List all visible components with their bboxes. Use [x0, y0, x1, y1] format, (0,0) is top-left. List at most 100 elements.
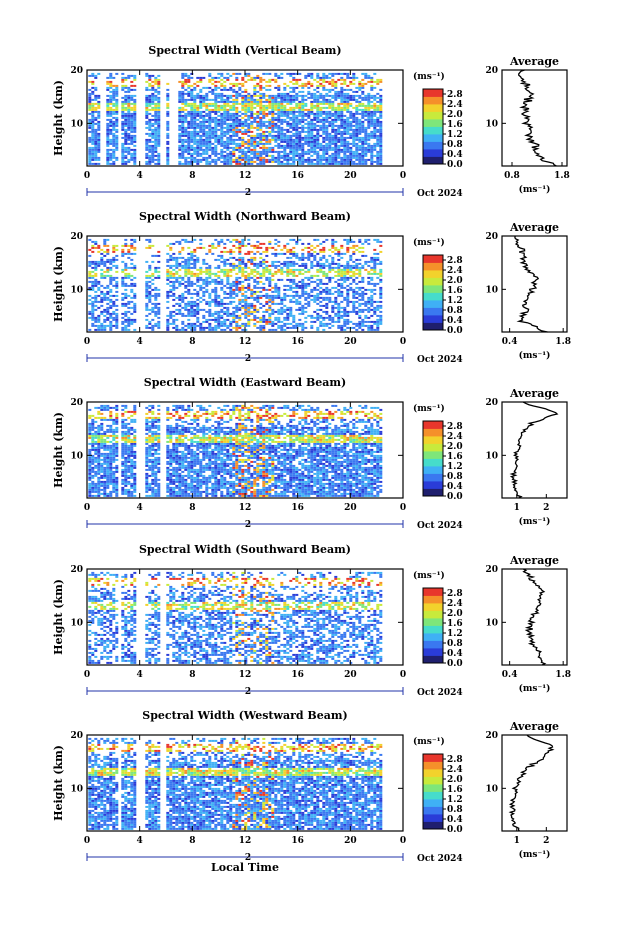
heatmap-cell: [157, 142, 161, 145]
heatmap-cell: [88, 92, 92, 95]
heatmap-cell: [154, 298, 158, 301]
heatmap-cell: [145, 98, 149, 101]
heatmap-cell: [316, 110, 320, 113]
heatmap-cell: [235, 112, 239, 115]
heatmap-cell: [328, 142, 332, 145]
heatmap-cell: [301, 268, 305, 271]
heatmap-cell: [175, 280, 179, 283]
heatmap-cell: [238, 290, 242, 293]
heatmap-cell: [376, 160, 380, 163]
heatmap-cell: [286, 116, 290, 119]
heatmap-cell: [166, 274, 170, 277]
heatmap-cell: [88, 158, 92, 161]
heatmap-cell: [157, 316, 161, 319]
heatmap-cell: [361, 148, 365, 151]
heatmap-cell: [184, 160, 188, 163]
heatmap-cell: [88, 130, 92, 133]
heatmap-cell: [376, 92, 380, 95]
heatmap-cell: [355, 290, 359, 293]
heatmap-cell: [112, 132, 116, 135]
heatmap-cell: [349, 286, 353, 289]
heatmap-cell: [109, 154, 113, 157]
heatmap-cell: [256, 102, 260, 105]
heatmap-cell: [121, 296, 125, 299]
heatmap-cell: [295, 154, 299, 157]
heatmap-cell: [91, 120, 95, 123]
heatmap-cell: [355, 104, 359, 107]
heatmap-cell: [235, 102, 239, 105]
heatmap-cell: [106, 324, 110, 327]
heatmap-cell: [361, 156, 365, 159]
heatmap-cell: [106, 266, 110, 269]
heatmap-cell: [190, 160, 194, 163]
heatmap-cell: [253, 86, 257, 89]
heatmap-cell: [283, 104, 287, 107]
heatmap-cell: [166, 154, 170, 157]
heatmap-cell: [334, 146, 338, 149]
heatmap-cell: [154, 102, 158, 105]
heatmap-cell: [229, 124, 233, 127]
heatmap-cell: [346, 294, 350, 297]
heatmap-cell: [184, 78, 188, 81]
heatmap-cell: [253, 324, 257, 327]
heatmap-cell: [271, 278, 275, 281]
heatmap-cell: [361, 116, 365, 119]
heatmap-cell: [193, 272, 197, 275]
heatmap-cell: [148, 244, 152, 247]
heatmap-cell: [322, 246, 326, 249]
heatmap-cell: [220, 134, 224, 137]
heatmap-cell: [298, 270, 302, 273]
heatmap-cell: [229, 292, 233, 295]
heatmap-cell: [316, 144, 320, 147]
heatmap-cell: [274, 252, 278, 255]
heatmap-cell: [154, 306, 158, 309]
heatmap-cell: [199, 300, 203, 303]
heatmap-cell: [334, 90, 338, 93]
heatmap-cell: [226, 114, 230, 117]
heatmap-cell: [217, 76, 221, 79]
heatmap-cell: [319, 322, 323, 325]
heatmap-cell: [193, 264, 197, 267]
heatmap-cell: [256, 156, 260, 159]
heatmap-cell: [214, 304, 218, 307]
heatmap-cell: [337, 258, 341, 261]
heatmap-cell: [205, 152, 209, 155]
heatmap-cell: [157, 96, 161, 99]
heatmap-cell: [346, 270, 350, 273]
heatmap-cell: [235, 94, 239, 97]
heatmap-cell: [361, 140, 365, 143]
heatmap-cell: [235, 238, 239, 241]
heatmap-cell: [151, 308, 155, 311]
heatmap-cell: [247, 130, 251, 133]
heatmap-cell: [121, 252, 125, 255]
heatmap-cell: [361, 292, 365, 295]
heatmap-cell: [223, 324, 227, 327]
heatmap-cell: [298, 102, 302, 105]
heatmap-cell: [241, 280, 245, 283]
heatmap-cell: [109, 290, 113, 293]
heatmap-cell: [247, 110, 251, 113]
heatmap-cell: [304, 266, 308, 269]
heatmap-cell: [259, 150, 263, 153]
heatmap-cell: [286, 314, 290, 317]
heatmap-cell: [370, 94, 374, 97]
heatmap-cell: [358, 128, 362, 131]
heatmap-cell: [166, 134, 170, 137]
heatmap-cell: [235, 280, 239, 283]
heatmap-cell: [154, 108, 158, 111]
heatmap-cell: [244, 152, 248, 155]
heatmap-cell: [91, 122, 95, 125]
heatmap-cell: [313, 162, 317, 165]
heatmap-cell: [238, 144, 242, 147]
heatmap-cell: [274, 140, 278, 143]
heatmap-cell: [286, 120, 290, 123]
heatmap-cell: [187, 132, 191, 135]
heatmap-cell: [325, 134, 329, 137]
heatmap-cell: [181, 298, 185, 301]
heatmap-cell: [121, 162, 125, 165]
heatmap-cell: [103, 276, 107, 279]
heatmap-cell: [109, 276, 113, 279]
heatmap-cell: [130, 274, 134, 277]
heatmap-cell: [202, 142, 206, 145]
heatmap-cell: [361, 108, 365, 111]
